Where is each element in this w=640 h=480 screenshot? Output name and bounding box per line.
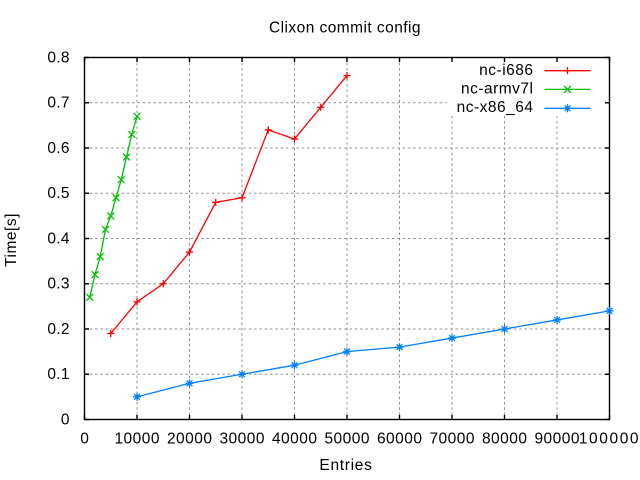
svg-text:70000: 70000 [429, 430, 475, 447]
svg-text:0.2: 0.2 [47, 321, 69, 338]
svg-text:30000: 30000 [219, 430, 265, 447]
svg-text:Time[s]: Time[s] [3, 213, 20, 267]
svg-text:Entries: Entries [319, 457, 372, 474]
svg-text:40000: 40000 [272, 430, 318, 447]
svg-text:80000: 80000 [482, 430, 528, 447]
svg-text:50000: 50000 [324, 430, 370, 447]
svg-text:Clixon commit config: Clixon commit config [269, 20, 421, 37]
svg-text:0.5: 0.5 [47, 185, 69, 202]
svg-text:60000: 60000 [377, 430, 423, 447]
svg-text:0: 0 [80, 430, 89, 447]
svg-text:0: 0 [61, 411, 70, 428]
svg-text:0.6: 0.6 [47, 140, 69, 157]
svg-text:20000: 20000 [167, 430, 213, 447]
svg-text:0.7: 0.7 [47, 95, 69, 112]
svg-text:nc-i686: nc-i686 [479, 62, 533, 79]
svg-text:0.3: 0.3 [47, 276, 69, 293]
svg-text:90000: 90000 [534, 430, 580, 447]
svg-text:10000: 10000 [114, 430, 160, 447]
svg-text:nc-x86_64: nc-x86_64 [457, 99, 534, 116]
svg-text:100000: 100000 [579, 430, 640, 447]
svg-text:0.4: 0.4 [47, 230, 70, 247]
svg-text:0.1: 0.1 [47, 366, 69, 383]
svg-text:nc-armv7l: nc-armv7l [461, 81, 534, 98]
svg-text:0.8: 0.8 [47, 49, 69, 66]
